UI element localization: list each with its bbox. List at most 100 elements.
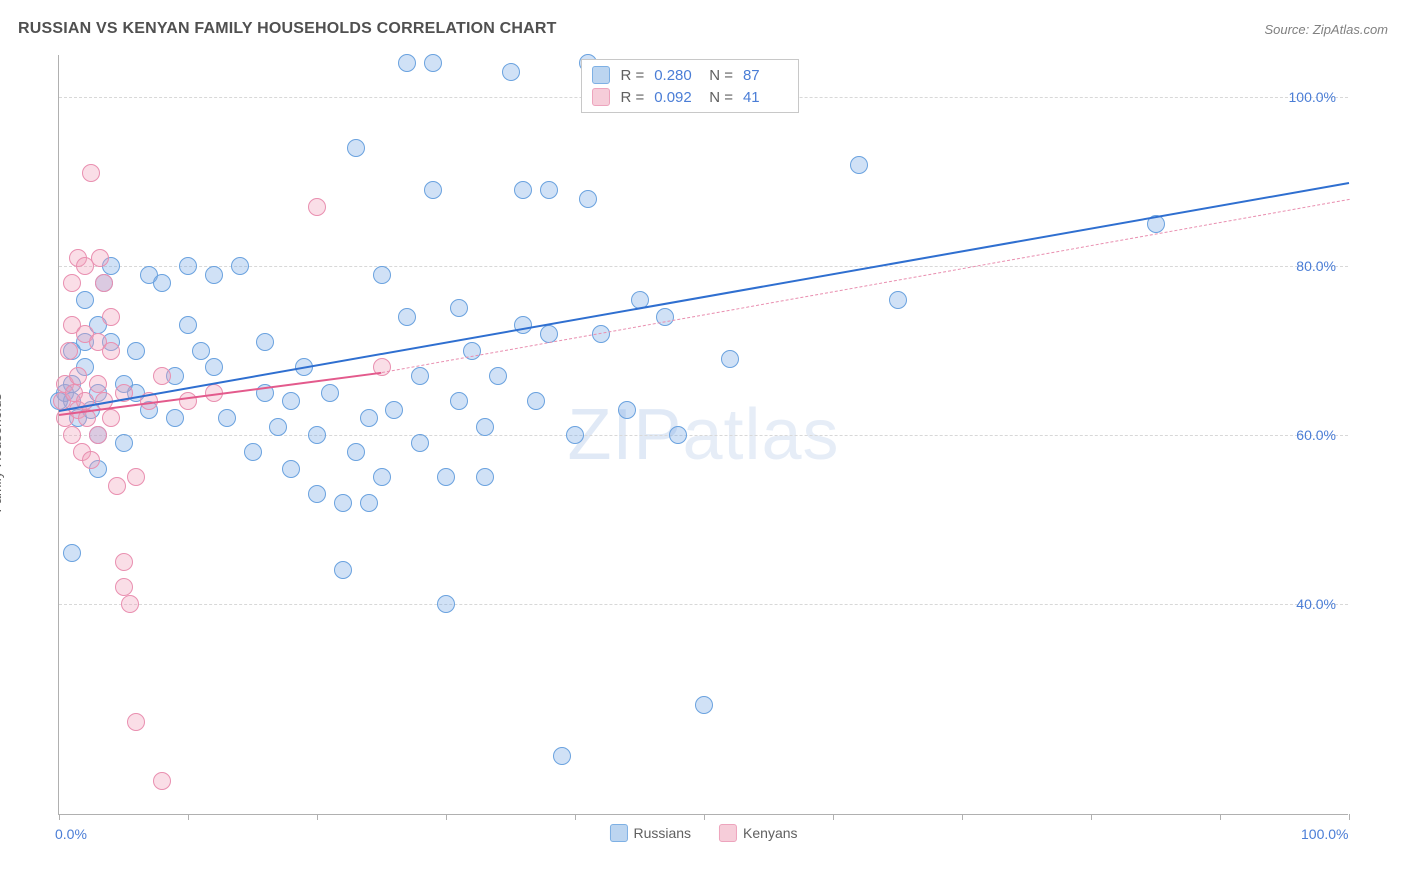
data-point bbox=[115, 553, 133, 571]
data-point bbox=[63, 274, 81, 292]
data-point bbox=[179, 392, 197, 410]
data-point bbox=[476, 468, 494, 486]
data-point bbox=[566, 426, 584, 444]
y-tick-label: 100.0% bbox=[1285, 89, 1340, 105]
data-point bbox=[63, 544, 81, 562]
series-legend: Russians Kenyans bbox=[609, 824, 797, 842]
data-point bbox=[360, 409, 378, 427]
data-point bbox=[618, 401, 636, 419]
data-point bbox=[450, 392, 468, 410]
stats-row: R =0.092N =41 bbox=[592, 86, 788, 108]
gridline bbox=[59, 435, 1348, 436]
data-point bbox=[411, 367, 429, 385]
data-point bbox=[476, 418, 494, 436]
data-point bbox=[437, 468, 455, 486]
data-point bbox=[89, 426, 107, 444]
data-point bbox=[115, 434, 133, 452]
stats-row: R =0.280N =87 bbox=[592, 64, 788, 86]
data-point bbox=[579, 190, 597, 208]
data-point bbox=[334, 561, 352, 579]
data-point bbox=[115, 578, 133, 596]
x-tick bbox=[962, 814, 963, 820]
x-tick-label: 100.0% bbox=[1301, 826, 1348, 842]
x-tick bbox=[833, 814, 834, 820]
data-point bbox=[108, 477, 126, 495]
data-point bbox=[127, 342, 145, 360]
data-point bbox=[398, 308, 416, 326]
data-point bbox=[450, 299, 468, 317]
data-point bbox=[153, 772, 171, 790]
x-tick bbox=[704, 814, 705, 820]
data-point bbox=[153, 274, 171, 292]
y-tick-label: 60.0% bbox=[1292, 427, 1340, 443]
data-point bbox=[82, 164, 100, 182]
data-point bbox=[321, 384, 339, 402]
x-tick bbox=[1220, 814, 1221, 820]
data-point bbox=[63, 426, 81, 444]
data-point bbox=[308, 198, 326, 216]
data-point bbox=[121, 595, 139, 613]
legend-swatch bbox=[592, 66, 610, 84]
data-point bbox=[102, 409, 120, 427]
data-point bbox=[721, 350, 739, 368]
data-point bbox=[205, 266, 223, 284]
data-point bbox=[102, 308, 120, 326]
legend-swatch bbox=[609, 824, 627, 842]
data-point bbox=[385, 401, 403, 419]
stats-legend: R =0.280N =87R =0.092N =41 bbox=[581, 59, 799, 113]
chart-container: Family Households ZIPatlas 40.0%60.0%80.… bbox=[18, 55, 1388, 850]
data-point bbox=[695, 696, 713, 714]
data-point bbox=[334, 494, 352, 512]
x-tick bbox=[1091, 814, 1092, 820]
data-point bbox=[231, 257, 249, 275]
data-point bbox=[411, 434, 429, 452]
data-point bbox=[179, 316, 197, 334]
data-point bbox=[398, 54, 416, 72]
data-point bbox=[218, 409, 236, 427]
x-tick bbox=[575, 814, 576, 820]
x-tick-label: 0.0% bbox=[55, 826, 87, 842]
data-point bbox=[256, 333, 274, 351]
data-point bbox=[669, 426, 687, 444]
y-tick-label: 80.0% bbox=[1292, 258, 1340, 274]
data-point bbox=[269, 418, 287, 436]
data-point bbox=[153, 367, 171, 385]
data-point bbox=[308, 485, 326, 503]
data-point bbox=[308, 426, 326, 444]
data-point bbox=[347, 443, 365, 461]
chart-title: RUSSIAN VS KENYAN FAMILY HOUSEHOLDS CORR… bbox=[18, 20, 557, 37]
trend-line bbox=[381, 199, 1349, 373]
data-point bbox=[205, 358, 223, 376]
y-tick-label: 40.0% bbox=[1292, 596, 1340, 612]
data-point bbox=[95, 274, 113, 292]
data-point bbox=[502, 63, 520, 81]
data-point bbox=[424, 181, 442, 199]
data-point bbox=[69, 367, 87, 385]
data-point bbox=[373, 468, 391, 486]
data-point bbox=[373, 266, 391, 284]
data-point bbox=[514, 316, 532, 334]
data-point bbox=[282, 460, 300, 478]
legend-swatch bbox=[592, 88, 610, 106]
data-point bbox=[282, 392, 300, 410]
data-point bbox=[527, 392, 545, 410]
legend-label: Russians bbox=[633, 825, 691, 841]
legend-item: Kenyans bbox=[719, 824, 797, 842]
data-point bbox=[347, 139, 365, 157]
data-point bbox=[244, 443, 262, 461]
data-point bbox=[360, 494, 378, 512]
data-point bbox=[192, 342, 210, 360]
data-point bbox=[489, 367, 507, 385]
plot-area: ZIPatlas 40.0%60.0%80.0%100.0%0.0%100.0%… bbox=[58, 55, 1348, 815]
gridline bbox=[59, 604, 1348, 605]
source-attribution: Source: ZipAtlas.com bbox=[1264, 22, 1388, 37]
data-point bbox=[76, 291, 94, 309]
trend-line bbox=[59, 182, 1349, 412]
x-tick bbox=[446, 814, 447, 820]
x-tick bbox=[317, 814, 318, 820]
y-axis-label: Family Households bbox=[0, 393, 4, 512]
data-point bbox=[60, 342, 78, 360]
data-point bbox=[540, 181, 558, 199]
data-point bbox=[127, 468, 145, 486]
data-point bbox=[166, 409, 184, 427]
